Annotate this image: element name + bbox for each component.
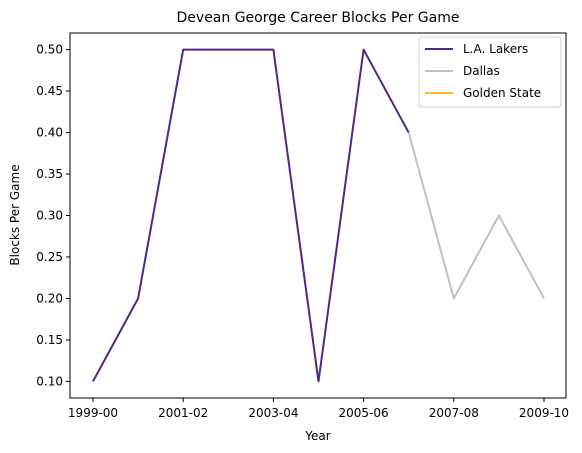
data-point xyxy=(543,297,545,299)
legend-label: Golden State xyxy=(463,86,541,100)
x-tick-label: 2001-02 xyxy=(158,406,208,420)
legend: L.A. Lakers Dallas Golden State xyxy=(418,36,562,108)
y-tick-label: 0.10 xyxy=(36,374,63,388)
data-point xyxy=(137,297,139,299)
y-tick-label: 0.25 xyxy=(36,250,63,264)
y-axis: 0.10 0.15 0.20 0.25 0.30 0.35 0.40 0.45 0.50 xyxy=(36,43,70,388)
y-tick-label: 0.30 xyxy=(36,209,63,223)
data-point xyxy=(408,131,410,133)
data-point xyxy=(317,380,319,382)
plot-area: 0.10 0.15 0.20 0.25 0.30 0.35 0.40 0.45 0.50 199… xyxy=(36,32,569,420)
data-point xyxy=(227,48,229,50)
x-tick-label: 2003-04 xyxy=(248,406,298,420)
y-tick-label: 0.45 xyxy=(36,84,63,98)
legend-frame xyxy=(418,36,562,108)
y-tick-label: 0.20 xyxy=(36,291,63,305)
legend-label: L.A. Lakers xyxy=(463,42,528,56)
x-tick-label: 2005-06 xyxy=(339,406,389,420)
x-axis: 1999-00 2001-02 2003-04 2005-06 2007-08 2009-… xyxy=(68,398,569,420)
data-point xyxy=(362,48,364,50)
data-point xyxy=(272,48,274,50)
x-axis-label: Year xyxy=(304,429,330,443)
data-point xyxy=(182,48,184,50)
data-point xyxy=(453,297,455,299)
series-layer xyxy=(92,48,545,383)
y-tick-label: 0.35 xyxy=(36,167,63,181)
x-tick-label: 1999-00 xyxy=(68,406,118,420)
y-tick-label: 0.15 xyxy=(36,333,63,347)
legend-label: Dallas xyxy=(463,64,500,78)
chart-title: Devean George Career Blocks Per Game xyxy=(177,10,460,26)
series-line-0 xyxy=(92,48,410,383)
x-tick-label: 2007-08 xyxy=(429,406,479,420)
series-line-1 xyxy=(407,132,545,300)
data-point xyxy=(92,380,94,382)
y-axis-label: Blocks Per Game xyxy=(8,164,22,265)
data-point xyxy=(498,214,500,216)
x-tick-label: 2009-10 xyxy=(519,406,569,420)
y-tick-label: 0.40 xyxy=(36,126,63,140)
y-tick-label: 0.50 xyxy=(36,43,63,57)
